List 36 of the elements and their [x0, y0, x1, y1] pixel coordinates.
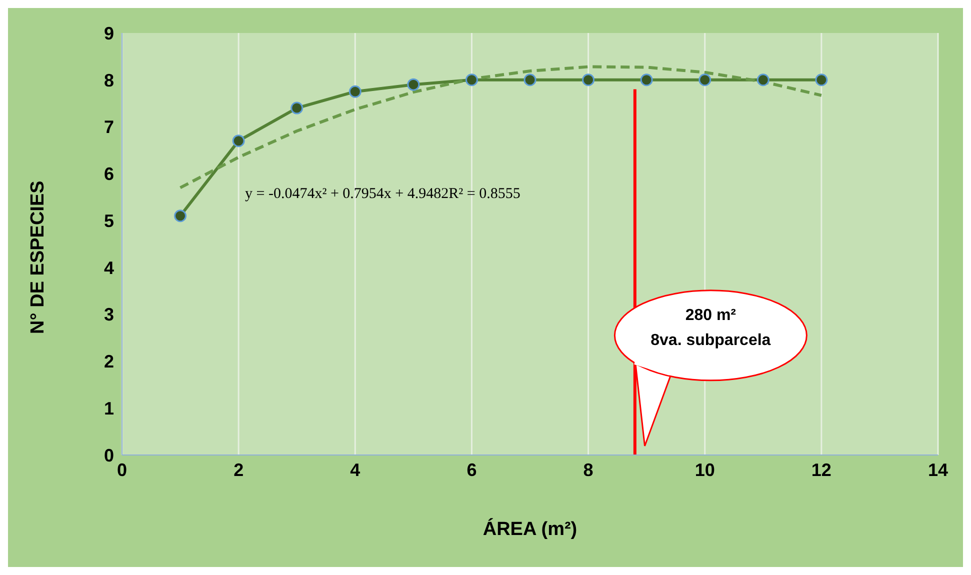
annotation: y = -0.0474x² + 0.7954x + 4.9482R² = 0.8555: [245, 186, 520, 203]
y-tick-label: 4: [104, 258, 114, 278]
point: [815, 74, 828, 86]
point: [407, 78, 420, 91]
y-tick-label: 6: [104, 164, 114, 184]
y-tick-label: 2: [104, 352, 114, 372]
line-series: [178, 65, 823, 190]
point: [232, 134, 245, 148]
point: [524, 74, 536, 86]
x-axis-title: ÁREA (m²): [482, 518, 578, 540]
y-tick-label: 0: [104, 445, 114, 466]
y-tick-label: 9: [104, 23, 114, 44]
y-tick-label: 8: [104, 70, 114, 90]
x-tick-label: 14: [928, 460, 948, 480]
x-tick-label: 6: [466, 460, 477, 480]
point: [698, 74, 712, 86]
x-tick-label: 2: [234, 460, 244, 480]
annotation: 280 m²: [684, 307, 738, 326]
x-tick-label: 4: [350, 460, 360, 480]
point: [756, 74, 770, 86]
point: [582, 74, 595, 86]
point: [640, 74, 653, 86]
point: [348, 85, 362, 98]
y-tick-label: 1: [104, 398, 114, 418]
annotation: 8va. subparcela: [650, 332, 772, 350]
y-tick-label: 3: [104, 304, 114, 325]
x-tick-label: 12: [811, 460, 832, 480]
x-tick-label: 0: [116, 460, 128, 480]
point: [465, 74, 478, 86]
y-tick-label: 7: [104, 117, 114, 138]
y-tick-label: 5: [104, 210, 114, 231]
point: [290, 102, 304, 114]
x-tick-label: 10: [694, 460, 715, 480]
x-tick-label: 8: [583, 460, 594, 480]
y-axis-title: N° DE ESPECIES: [28, 180, 49, 334]
point: [174, 210, 187, 222]
